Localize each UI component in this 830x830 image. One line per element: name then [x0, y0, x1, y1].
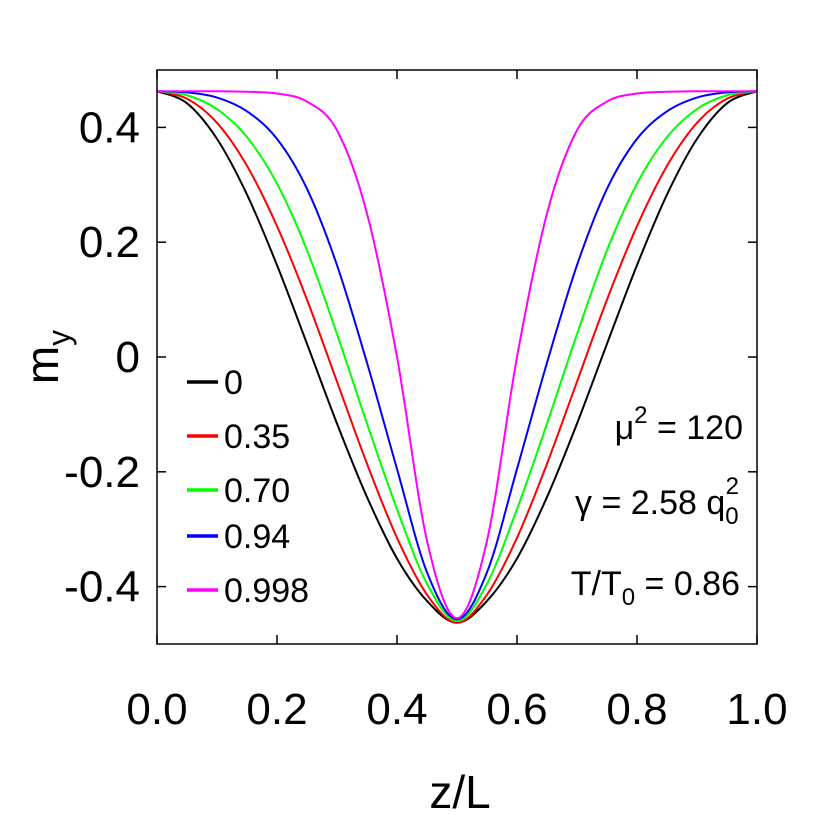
- x-tick-label-0: 0.0: [126, 685, 187, 734]
- series-line-1: [156, 90, 758, 624]
- x-axis-title: z/L: [429, 766, 490, 818]
- y-tick-label-3: -0.2: [64, 448, 140, 497]
- series-line-3: [156, 90, 758, 621]
- series-line-2: [156, 90, 758, 623]
- annotation-mu-base: μ: [615, 409, 635, 447]
- annotation-temp-base: T/T: [571, 565, 622, 603]
- annotation-mu-sup: 2: [634, 402, 647, 429]
- legend: 0 0.35 0.70 0.94 0.998: [187, 364, 309, 610]
- series-layer: [156, 90, 758, 624]
- ticks-layer: [156, 70, 758, 644]
- annotation-gamma: γ = 2.58 q0 2: [575, 473, 739, 530]
- annotation-gamma-base: γ = 2.58 q: [575, 484, 725, 522]
- x-tick-label-2: 0.4: [366, 685, 427, 734]
- legend-label-3: 0.94: [224, 518, 290, 556]
- y-axis-title-base: m: [16, 346, 68, 384]
- annotation-gamma-sup: 2: [726, 473, 739, 500]
- legend-label-4: 0.998: [224, 572, 309, 610]
- annotation-gamma-sub: 0: [725, 503, 738, 530]
- y-axis-title: my: [16, 330, 77, 384]
- y-tick-label-0: 0.4: [79, 103, 140, 152]
- annotation-mu: μ2 = 120: [615, 402, 743, 447]
- x-tick-label-5: 1.0: [726, 685, 787, 734]
- x-tick-label-1: 0.2: [246, 685, 307, 734]
- y-tick-label-2: 0: [116, 333, 140, 382]
- y-tick-label-4: -0.4: [64, 563, 140, 612]
- annotation-temp: T/T0 = 0.86: [571, 565, 740, 611]
- annotation-temp-sub: 0: [622, 584, 635, 611]
- legend-label-2: 0.70: [224, 472, 290, 510]
- ticklabels-layer: 0.0 0.2 0.4 0.6 0.8 1.0 0.4 0.2 0 -0.2 -0.4: [64, 103, 787, 734]
- annotation-mu-rest: = 120: [648, 409, 743, 447]
- x-tick-label-4: 0.8: [606, 685, 667, 734]
- series-line-4: [157, 90, 757, 620]
- legend-label-1: 0.35: [224, 418, 290, 456]
- y-axis-title-sub: y: [41, 330, 77, 346]
- annotation-temp-rest: = 0.86: [635, 565, 740, 603]
- y-tick-label-1: 0.2: [79, 218, 140, 267]
- x-tick-label-3: 0.6: [486, 685, 547, 734]
- legend-label-0: 0: [224, 364, 243, 402]
